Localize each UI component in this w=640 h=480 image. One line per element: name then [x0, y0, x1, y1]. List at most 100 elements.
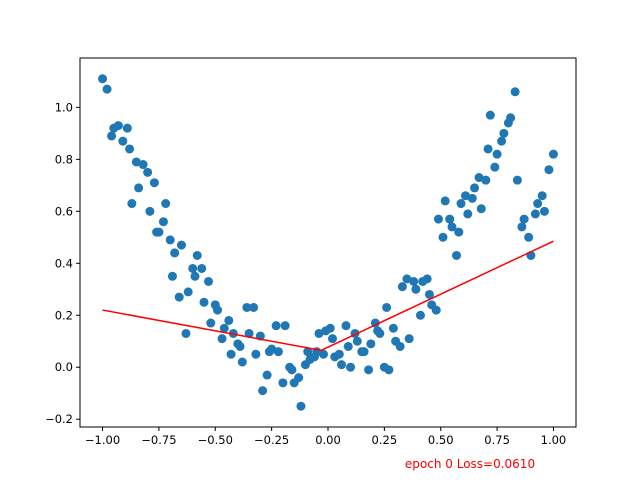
scatter-point [548, 149, 558, 159]
scatter-point [456, 199, 466, 209]
scatter-point [251, 349, 261, 359]
scatter-point [452, 250, 462, 260]
scatter-point [337, 360, 347, 370]
scatter-point [190, 271, 200, 281]
scatter-point [395, 341, 405, 351]
scatter-point [183, 287, 193, 297]
scatter-point [492, 149, 502, 159]
loss-annotation: epoch 0 Loss=0.0610 [405, 457, 535, 471]
scatter-point [235, 341, 245, 351]
scatter-point [154, 227, 164, 237]
scatter-point [165, 235, 175, 245]
scatter-point [415, 310, 425, 320]
scatter-point [170, 248, 180, 258]
x-tick-label: 1.00 [541, 433, 567, 447]
scatter-point [530, 209, 540, 219]
scatter-point [422, 274, 432, 284]
scatter-point [280, 321, 290, 331]
scatter-point [244, 328, 254, 338]
scatter-point [440, 196, 450, 206]
y-tick-label: 0.6 [55, 204, 73, 218]
y-tick-label: 1.0 [55, 100, 73, 114]
scatter-point [402, 274, 412, 284]
scatter-point [533, 199, 543, 209]
scatter-point [296, 401, 306, 411]
scatter-point [149, 178, 159, 188]
scatter-point [131, 157, 141, 167]
scatter-point [118, 136, 128, 146]
scatter-point [454, 227, 464, 237]
fit-line [102, 240, 554, 352]
scatter-point [397, 282, 407, 292]
scatter-point [404, 334, 414, 344]
scatter-point [125, 144, 135, 154]
scatter-point [258, 386, 268, 396]
scatter-point [467, 193, 477, 203]
scatter-point [490, 162, 500, 172]
scatter-point [303, 347, 313, 357]
x-tick-label: 0.00 [315, 433, 341, 447]
scatter-point [314, 328, 324, 338]
scatter-point [242, 302, 252, 312]
scatter-point [483, 144, 493, 154]
scatter-point [143, 167, 153, 177]
scatter-point [409, 276, 419, 286]
y-tick-label: 0.4 [55, 256, 73, 270]
scatter-point [424, 289, 434, 299]
scatter-point [366, 339, 376, 349]
scatter-point [213, 305, 223, 315]
y-tick-label: −0.2 [45, 412, 73, 426]
scatter-point [463, 209, 473, 219]
scatter-point [506, 113, 516, 123]
scatter-point [334, 349, 344, 359]
scatter-point [145, 206, 155, 216]
scatter-point [161, 199, 171, 209]
scatter-point [499, 128, 509, 138]
scatter-point [127, 199, 137, 209]
scatter-point [474, 173, 484, 183]
scatter-point [181, 328, 191, 338]
scatter-point [107, 131, 117, 141]
scatter-point [197, 263, 207, 273]
scatter-point [217, 334, 227, 344]
scatter-point [318, 349, 328, 359]
scatter-point [158, 217, 168, 227]
scatter-point [431, 305, 441, 315]
x-tick-label: −1.00 [85, 433, 120, 447]
scatter-point [537, 191, 547, 201]
x-tick-label: 0.75 [484, 433, 510, 447]
plot-area [98, 74, 558, 411]
scatter-point [224, 315, 234, 325]
scatter-point [411, 284, 421, 294]
scatter-point [219, 323, 229, 333]
x-tick-label: −0.75 [141, 433, 176, 447]
y-tick-label: 0.2 [55, 308, 73, 322]
scatter-point [138, 160, 148, 170]
scatter-point [461, 191, 471, 201]
scatter-point [113, 121, 123, 131]
scatter-point [98, 74, 108, 84]
scatter-point [167, 271, 177, 281]
scatter-point [341, 321, 351, 331]
scatter-point [524, 232, 534, 242]
scatter-point [539, 206, 549, 216]
scatter-point [375, 328, 385, 338]
scatter-point [262, 370, 272, 380]
scatter-point [512, 175, 522, 185]
scatter-point [447, 222, 457, 232]
scatter-point [346, 362, 356, 372]
scatter-point [352, 336, 362, 346]
scatter-point [278, 378, 288, 388]
scatter-point [544, 165, 554, 175]
scatter-point [481, 175, 491, 185]
x-tick-label: −0.25 [254, 433, 289, 447]
scatter-point [384, 365, 394, 375]
scatter-point [497, 136, 507, 146]
scatter-point [176, 240, 186, 250]
scatter-point [476, 204, 486, 214]
scatter-point [188, 263, 198, 273]
y-axis: −0.2 0.0 0.2 0.4 0.6 0.8 1.0 [45, 100, 80, 426]
y-tick-label: 0.0 [55, 360, 73, 374]
